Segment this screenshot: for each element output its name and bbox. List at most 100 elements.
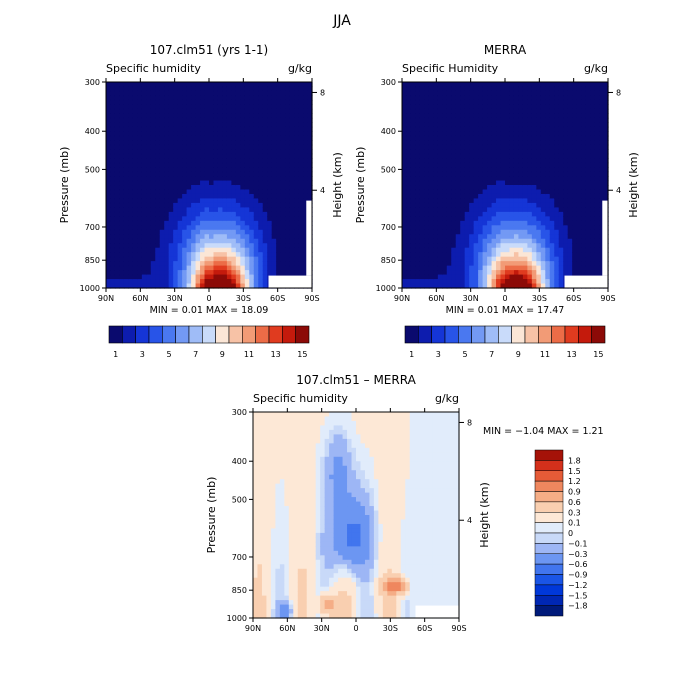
field-cell (487, 149, 493, 155)
field-cell (106, 158, 112, 164)
field-cell (451, 225, 457, 231)
field-cell (173, 113, 179, 119)
field-cell (132, 108, 138, 114)
field-cell (505, 167, 511, 173)
field-cell (419, 243, 425, 249)
field-cell (253, 452, 259, 458)
field-cell (410, 149, 417, 155)
field-cell (549, 283, 555, 289)
field-cell (280, 198, 286, 204)
field-cell (257, 519, 263, 525)
field-cell (549, 229, 555, 235)
field-cell (173, 207, 179, 213)
field-cell (267, 108, 273, 114)
field-cell (433, 238, 439, 244)
field-cell (563, 162, 569, 168)
field-cell (240, 82, 246, 88)
field-cell (406, 86, 412, 92)
field-cell (173, 252, 179, 258)
field-cell (146, 86, 152, 92)
field-cell (231, 90, 237, 97)
field-cell (267, 220, 273, 226)
field-cell (464, 180, 470, 186)
field-cell (249, 198, 255, 204)
field-cell (106, 162, 112, 168)
field-cell (558, 117, 564, 123)
field-cell (276, 176, 282, 182)
field-cell (159, 229, 165, 235)
field-cell (576, 153, 582, 159)
field-cell (482, 229, 488, 235)
field-cell (114, 256, 121, 262)
field-cell (209, 202, 215, 208)
field-cell (402, 211, 408, 217)
field-cell (159, 171, 165, 177)
field-cell (531, 202, 537, 208)
field-cell (235, 122, 241, 128)
field-cell (141, 198, 147, 204)
field-cell (491, 158, 497, 164)
field-cell (294, 117, 300, 123)
field-cell (415, 158, 421, 164)
field-cell (581, 108, 587, 114)
field-cell (297, 515, 303, 521)
field-cell (253, 220, 259, 226)
field-cell (442, 135, 448, 141)
field-cell (576, 193, 582, 200)
field-cell (402, 104, 408, 110)
field-cell (554, 86, 560, 92)
field-cell (509, 167, 515, 173)
field-cell (558, 185, 564, 191)
panel-units: g/kg (584, 62, 608, 75)
field-cell (298, 256, 304, 262)
field-cell (257, 443, 263, 449)
field-cell (209, 189, 215, 195)
field-cell (186, 185, 192, 191)
field-cell (191, 153, 197, 159)
field-cell (177, 126, 183, 132)
field-cell (522, 144, 528, 150)
field-cell (150, 234, 156, 240)
field-cell (266, 447, 272, 453)
field-cell (110, 234, 116, 240)
field-cell (141, 225, 147, 231)
field-cell (572, 86, 578, 92)
field-cell (284, 510, 290, 516)
field-cell (491, 265, 497, 271)
field-cell (110, 261, 116, 267)
field-cell (249, 238, 255, 244)
missing-data-mask (602, 200, 608, 276)
field-cell (293, 515, 299, 521)
field-cell (182, 202, 188, 208)
field-cell (302, 497, 308, 503)
field-cell (164, 207, 170, 213)
field-cell (235, 82, 241, 88)
y-axis-label: Pressure (mb) (354, 147, 367, 224)
field-cell (195, 283, 201, 289)
field-cell (536, 220, 542, 226)
field-cell (177, 144, 183, 150)
field-cell (191, 270, 197, 276)
field-cell (419, 256, 425, 262)
field-cell (455, 234, 461, 240)
field-cell (231, 140, 237, 146)
field-cell (433, 252, 439, 258)
field-cell (213, 193, 219, 200)
field-cell (128, 189, 134, 195)
field-cell (209, 122, 215, 128)
field-cell (576, 229, 582, 235)
field-cell (442, 113, 448, 119)
field-cell (106, 247, 112, 253)
field-cell (527, 225, 533, 231)
field-cell (270, 604, 276, 610)
field-cell (428, 270, 434, 276)
field-cell (428, 216, 434, 222)
field-cell (563, 207, 569, 213)
field-cell (267, 180, 273, 186)
field-cell (433, 216, 439, 222)
field-cell (159, 108, 165, 114)
field-cell (505, 229, 511, 235)
colorbar-label: 15 (593, 350, 603, 359)
field-cell (487, 122, 493, 128)
field-cell (257, 461, 263, 467)
